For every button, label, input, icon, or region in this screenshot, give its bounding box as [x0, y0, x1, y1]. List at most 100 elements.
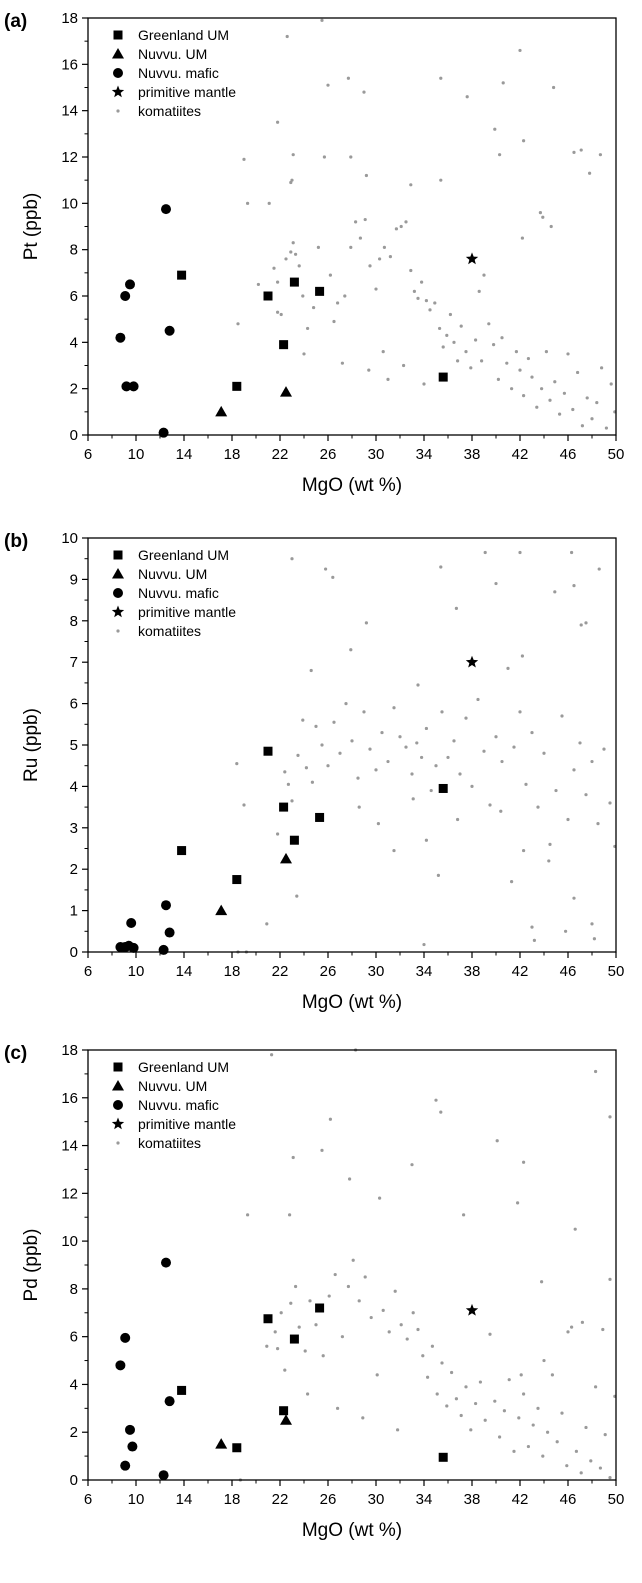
- point-komatiites: [333, 1272, 337, 1277]
- point-komatiites: [301, 718, 305, 722]
- point-komatiites: [440, 710, 444, 714]
- point-komatiites: [291, 153, 295, 157]
- point-komatiites: [604, 426, 609, 430]
- y-tick-label: 8: [70, 613, 78, 630]
- point-komatiites: [321, 1354, 325, 1358]
- point-komatiites: [608, 1115, 612, 1119]
- point-komatiites: [439, 76, 443, 80]
- point-komatiites: [469, 366, 473, 370]
- point-komatiites: [357, 1299, 361, 1303]
- point-komatiites: [459, 1413, 463, 1418]
- point-komatiites: [364, 173, 368, 178]
- point-komatiites: [474, 338, 478, 342]
- point-komatiites: [314, 724, 318, 728]
- point-komatiites: [301, 294, 305, 298]
- point-komatiites: [483, 1418, 487, 1422]
- point-komatiites: [507, 1378, 511, 1382]
- point-komatiites: [541, 215, 545, 219]
- point-komatiites: [424, 838, 428, 842]
- point-komatiites: [584, 1425, 588, 1430]
- x-tick-label: 14: [176, 446, 193, 463]
- point-komatiites: [320, 1148, 324, 1152]
- point-komatiites: [459, 324, 463, 328]
- point-komatiites: [306, 326, 310, 331]
- point-nuvvu-mafic: [115, 332, 126, 343]
- point-komatiites: [580, 1320, 585, 1324]
- point-komatiites: [562, 391, 567, 395]
- point-komatiites: [416, 683, 420, 687]
- point-komatiites: [576, 370, 580, 375]
- point-komatiites: [572, 896, 576, 900]
- point-komatiites: [572, 584, 576, 588]
- point-komatiites: [476, 697, 480, 702]
- point-komatiites: [439, 1110, 443, 1114]
- point-komatiites: [452, 739, 456, 743]
- point-komatiites: [276, 280, 280, 284]
- point-komatiites: [428, 308, 432, 312]
- point-komatiites: [297, 1325, 301, 1329]
- point-komatiites: [380, 730, 384, 735]
- point-komatiites: [358, 236, 362, 240]
- point-greenland-um: [315, 1303, 325, 1313]
- legend-marker-greenland-um: [113, 550, 123, 560]
- point-greenland-um: [438, 1452, 448, 1462]
- x-tick-label: 38: [464, 963, 481, 980]
- point-komatiites: [320, 743, 324, 747]
- point-greenland-um: [279, 1406, 289, 1416]
- point-komatiites: [404, 220, 408, 224]
- point-greenland-um: [438, 783, 448, 793]
- point-greenland-um: [438, 372, 448, 382]
- point-komatiites: [368, 264, 372, 268]
- point-greenland-um: [279, 340, 289, 350]
- legend-marker-nuvvu-um: [112, 1080, 124, 1091]
- point-komatiites: [494, 735, 498, 739]
- legend-label-komatiites: komatiites: [138, 103, 201, 119]
- legend-marker-nuvvu-mafic: [113, 588, 123, 598]
- point-komatiites: [520, 236, 525, 240]
- point-komatiites: [349, 648, 353, 652]
- point-komatiites: [357, 805, 361, 809]
- point-greenland-um: [177, 270, 187, 280]
- point-komatiites: [429, 788, 433, 793]
- point-komatiites: [540, 1280, 544, 1284]
- y-tick-label: 16: [61, 56, 78, 73]
- point-komatiites: [572, 150, 576, 154]
- point-komatiites: [327, 1294, 331, 1298]
- point-komatiites: [546, 1430, 550, 1434]
- x-tick-label: 26: [320, 963, 337, 980]
- point-komatiites: [378, 257, 382, 261]
- point-komatiites: [415, 741, 419, 745]
- point-komatiites: [464, 1385, 468, 1389]
- point-komatiites: [309, 668, 313, 673]
- point-komatiites: [553, 380, 557, 384]
- point-komatiites: [544, 350, 549, 354]
- legend-label-primitive-mantle: primitive mantle: [138, 84, 236, 100]
- point-komatiites: [603, 1433, 607, 1437]
- point-komatiites: [500, 336, 504, 340]
- point-komatiites: [456, 817, 460, 822]
- point-komatiites: [410, 772, 414, 776]
- point-komatiites: [364, 621, 368, 625]
- y-tick-label: 8: [70, 242, 78, 259]
- point-komatiites: [279, 312, 283, 317]
- x-tick-label: 10: [128, 446, 145, 463]
- y-tick-label: 7: [70, 654, 78, 671]
- point-nuvvu-mafic: [127, 1441, 138, 1452]
- point-komatiites: [518, 368, 522, 372]
- point-komatiites: [570, 1325, 574, 1329]
- point-greenland-um: [315, 286, 325, 296]
- point-komatiites: [464, 716, 468, 720]
- point-komatiites: [498, 1435, 502, 1439]
- point-komatiites: [522, 848, 526, 853]
- point-komatiites: [308, 1299, 312, 1303]
- point-komatiites: [585, 396, 589, 400]
- point-komatiites: [362, 90, 366, 94]
- point-komatiites: [276, 832, 280, 836]
- legend-label-primitive-mantle: primitive mantle: [138, 1116, 236, 1132]
- point-komatiites: [477, 289, 481, 293]
- point-komatiites: [469, 1428, 473, 1432]
- point-komatiites: [478, 1380, 482, 1384]
- point-komatiites: [597, 567, 601, 571]
- point-komatiites: [265, 1344, 269, 1348]
